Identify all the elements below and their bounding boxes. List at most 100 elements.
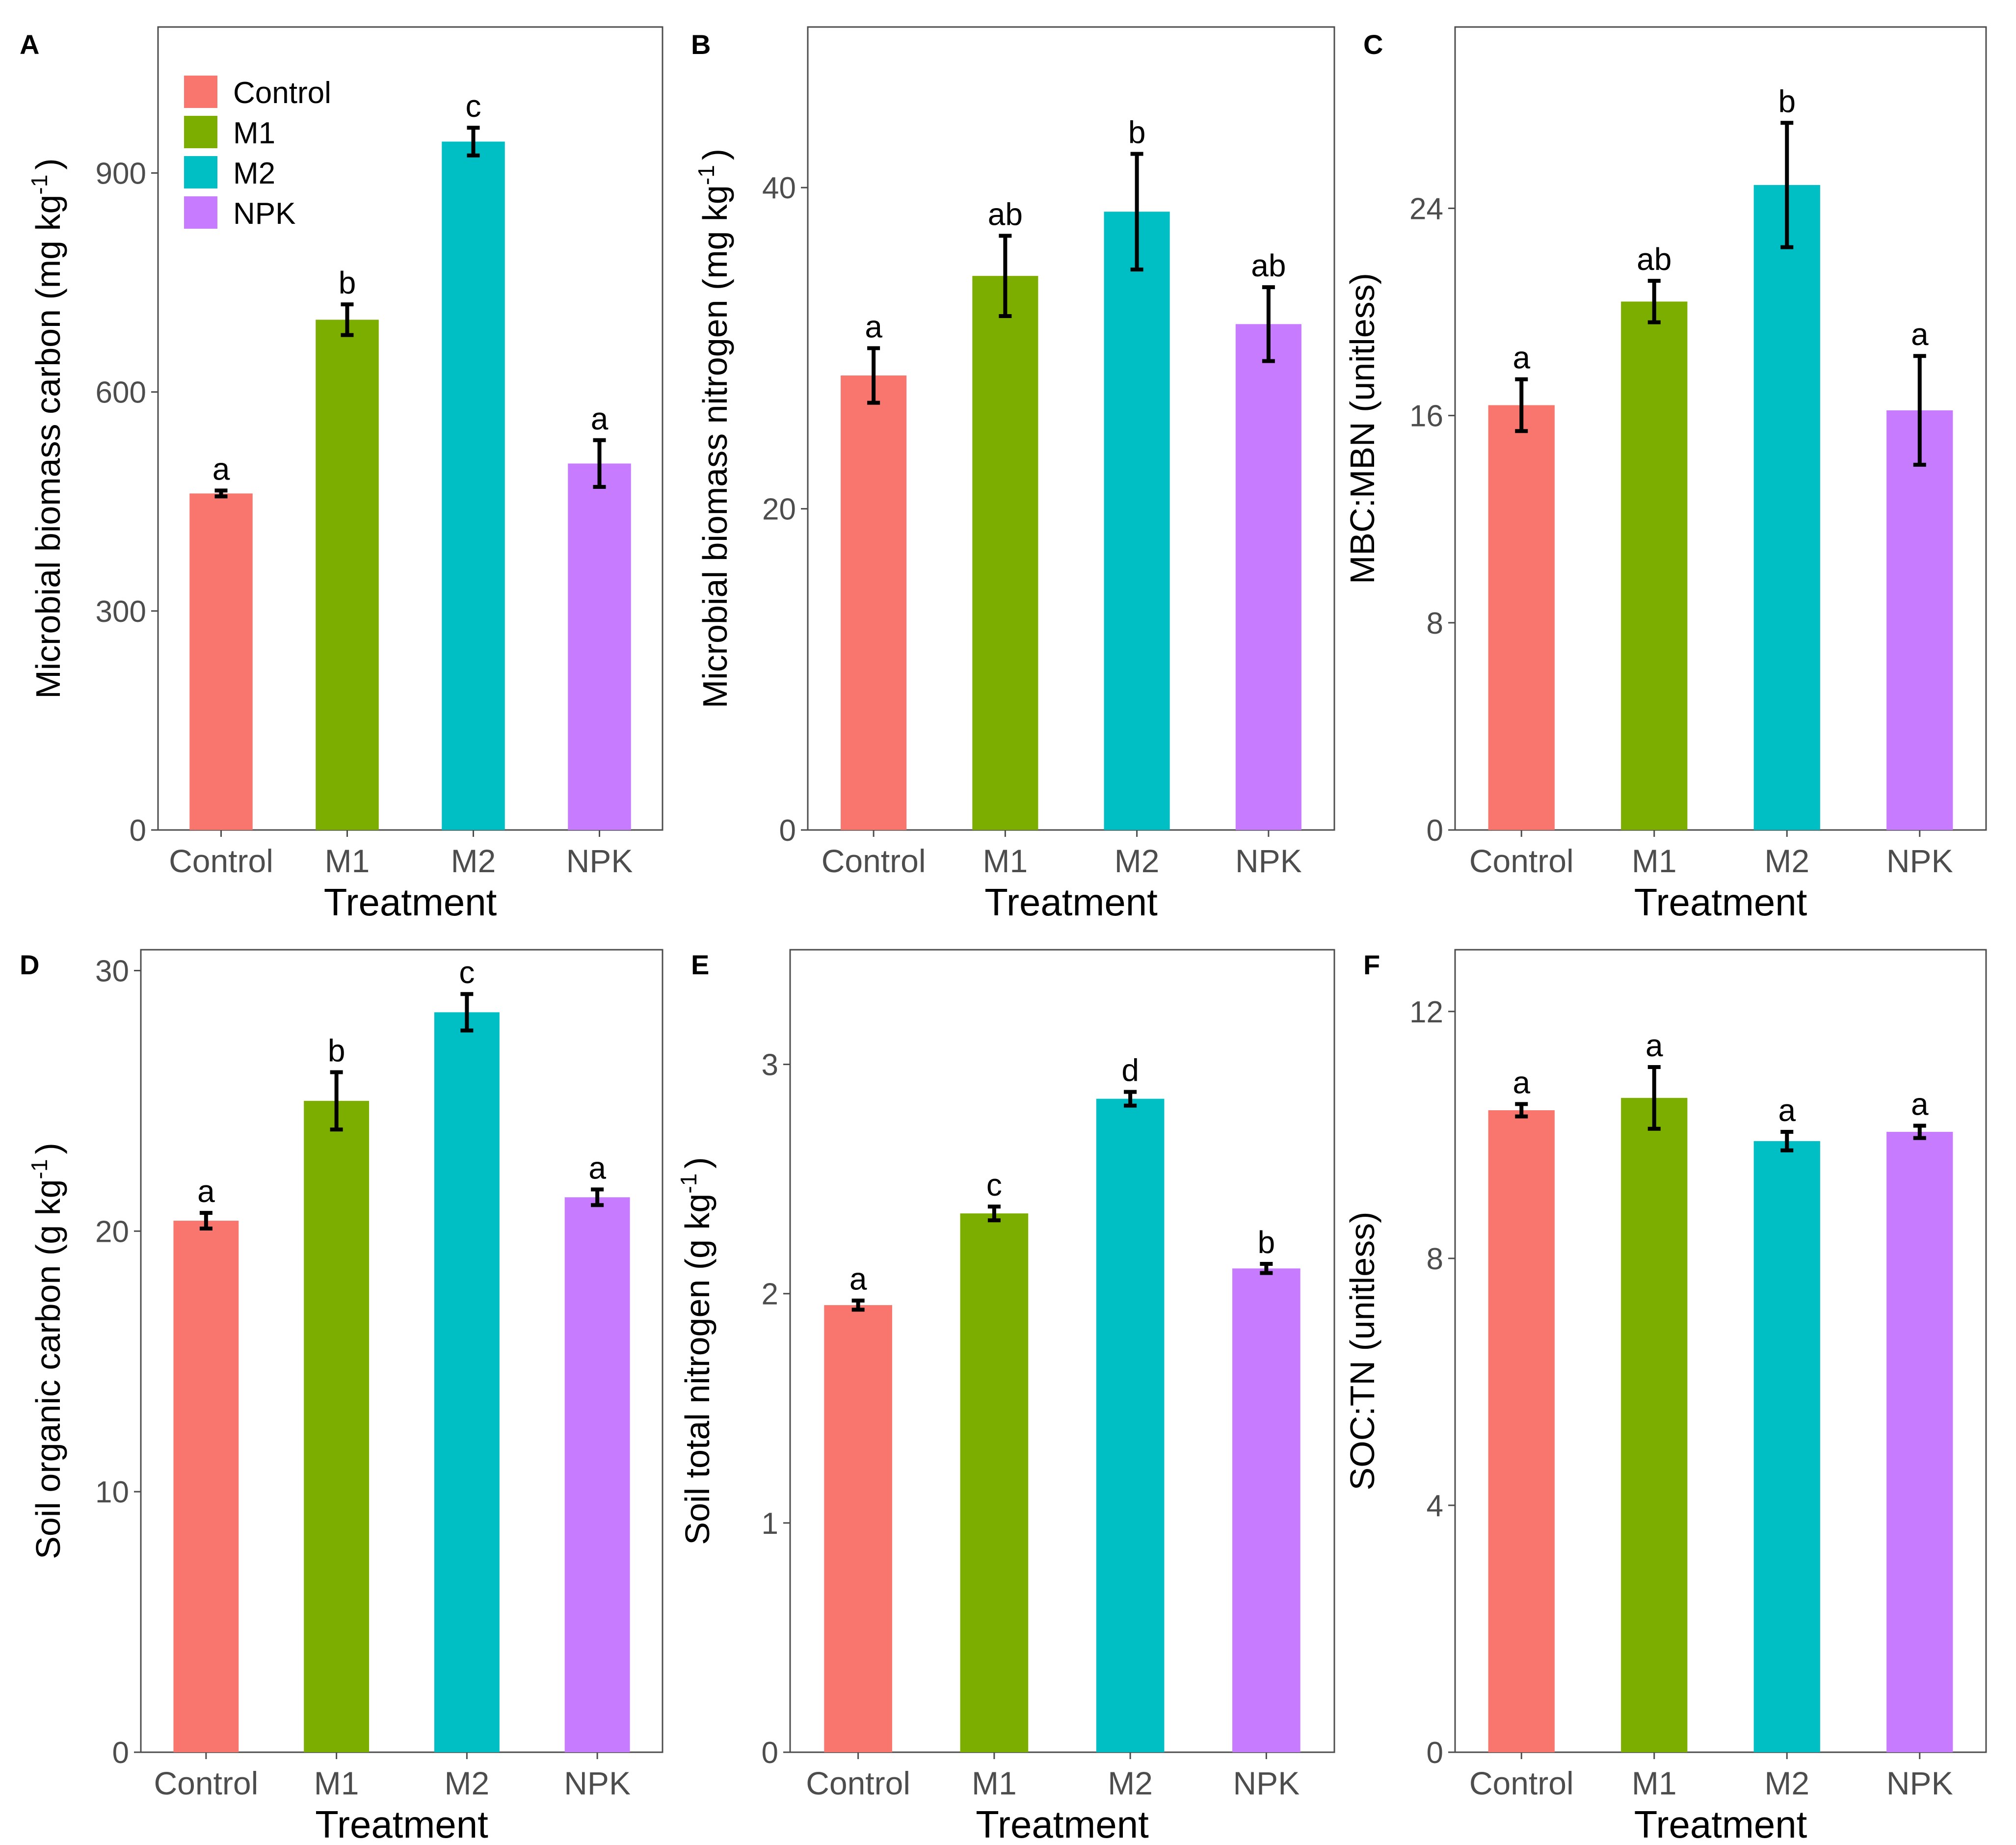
y-axis-label-main: Microbial biomass nitrogen (mg kg xyxy=(696,185,734,708)
x-axis-label: Treatment xyxy=(315,1803,488,1845)
bar-npk xyxy=(1232,1268,1300,1752)
y-tick-label: 10 xyxy=(95,1475,129,1509)
legend-label-m1: M1 xyxy=(233,116,275,150)
plot-frame xyxy=(1454,949,1987,1753)
y-tick-label: 300 xyxy=(96,595,146,629)
bar-npk xyxy=(568,463,631,830)
plot-frame xyxy=(789,949,1335,1753)
bar-npk xyxy=(564,1197,630,1752)
legend-label-m2: M2 xyxy=(233,157,275,190)
y-tick-label: 8 xyxy=(1427,607,1443,641)
bar-m2 xyxy=(1753,1141,1820,1752)
x-tick-label: Control xyxy=(1469,843,1574,879)
y-tick-label: 40 xyxy=(762,171,796,205)
bar-m2 xyxy=(1096,1098,1165,1752)
bar-m1 xyxy=(316,320,379,830)
legend-swatch-m2 xyxy=(184,156,217,188)
x-tick-label: Control xyxy=(154,1765,258,1801)
x-tick-label: Control xyxy=(169,843,273,879)
x-tick-label: NPK xyxy=(1235,843,1302,879)
significance-letter: b xyxy=(1258,1225,1275,1260)
panel-letter-c: C xyxy=(1363,29,1383,60)
significance-letter: a xyxy=(865,309,882,344)
bar-m2 xyxy=(1104,212,1170,830)
y-tick-label: 3 xyxy=(762,1048,778,1082)
x-tick-label: M2 xyxy=(1108,1765,1153,1801)
panel-d: 0 10 20 30 Control M1 M2 NPK a b c a D Soil organic… xyxy=(20,949,663,1845)
y-axis-label-main: SOC:TN (unitless) xyxy=(1343,1212,1381,1491)
significance-letter: c xyxy=(459,955,475,990)
panel-a: 0 300 600 900 Control M1 M2 NPK a b c a A Microbial… xyxy=(20,26,663,924)
y-axis-label-superscript: -1 xyxy=(27,1159,52,1179)
y-axis-label-main: MBC:MBN (unitless) xyxy=(1343,273,1381,584)
significance-letter: a xyxy=(591,401,609,436)
significance-letter: a xyxy=(1778,1093,1796,1128)
bar-npk xyxy=(1886,410,1953,830)
significance-letter: c xyxy=(986,1167,1002,1203)
y-axis-label: Soil total nitrogen (g kg-1) xyxy=(676,1157,716,1545)
y-axis-label-main: Soil organic carbon (g kg xyxy=(29,1179,67,1559)
y-axis-label-tail: ) xyxy=(696,149,734,160)
significance-letter: d xyxy=(1121,1053,1139,1088)
x-tick-label: M2 xyxy=(1764,843,1809,879)
bar-m1 xyxy=(1621,301,1688,830)
significance-letter: a xyxy=(197,1174,215,1209)
bar-control xyxy=(173,1221,239,1752)
bar-control xyxy=(1488,1110,1555,1752)
y-axis-label: Soil organic carbon (g kg-1) xyxy=(27,1143,67,1559)
plot-frame xyxy=(140,949,663,1753)
y-tick-label: 16 xyxy=(1409,400,1443,433)
bar-m2 xyxy=(1753,185,1820,830)
legend-swatch-m1 xyxy=(184,116,217,148)
significance-letter: ab xyxy=(1251,248,1286,283)
x-tick-label: Control xyxy=(822,843,926,879)
y-axis-label-tail: ) xyxy=(678,1157,716,1168)
x-tick-label: M1 xyxy=(983,843,1028,879)
x-tick-label: M1 xyxy=(1632,843,1677,879)
x-axis-label: Treatment xyxy=(976,1803,1149,1845)
y-axis-label-superscript: -1 xyxy=(693,165,719,185)
bar-m1 xyxy=(960,1213,1029,1752)
y-tick-label: 2 xyxy=(762,1278,778,1311)
panel-c: 0 8 16 24 Control M1 M2 NPK a ab b a C MBC:MBN (uni… xyxy=(1343,26,1987,924)
panel-e: 0 1 2 3 Control M1 M2 NPK a c d b E Soil total nitr… xyxy=(676,949,1335,1845)
bar-m2 xyxy=(442,141,505,830)
y-tick-label: 0 xyxy=(112,1736,129,1770)
x-tick-label: M2 xyxy=(445,1765,490,1801)
y-tick-label: 12 xyxy=(1409,995,1443,1029)
significance-letter: b xyxy=(339,265,356,300)
x-axis-label: Treatment xyxy=(1634,1803,1807,1845)
plot-frame xyxy=(1454,26,1987,831)
bar-npk xyxy=(1886,1132,1953,1752)
panel-letter-a: A xyxy=(20,29,39,60)
bar-m1 xyxy=(972,276,1038,830)
y-tick-label: 900 xyxy=(96,157,146,190)
y-axis-label-superscript: -1 xyxy=(27,175,52,195)
x-tick-label: NPK xyxy=(564,1765,631,1801)
significance-letter: a xyxy=(1911,317,1929,352)
bar-control xyxy=(841,375,907,830)
panel-letter-e: E xyxy=(691,949,709,980)
y-tick-label: 8 xyxy=(1427,1242,1443,1276)
x-tick-label: M1 xyxy=(314,1765,359,1801)
y-axis-label: Microbial biomass nitrogen (mg kg-1) xyxy=(693,149,734,708)
significance-letter: a xyxy=(212,451,230,486)
y-axis-label-tail: ) xyxy=(29,1143,67,1154)
plot-frame xyxy=(807,26,1335,831)
significance-letter: a xyxy=(849,1261,867,1297)
y-tick-label: 600 xyxy=(96,376,146,410)
legend-label-npk: NPK xyxy=(233,197,295,231)
legend-label-control: Control xyxy=(233,76,331,110)
panel-letter-f: F xyxy=(1363,949,1380,980)
bar-control xyxy=(189,493,253,830)
y-tick-label: 0 xyxy=(762,1736,778,1770)
legend-swatch-npk xyxy=(184,196,217,229)
x-tick-label: NPK xyxy=(1886,843,1953,879)
y-axis-label: Microbial biomass carbon (mg kg-1) xyxy=(27,158,67,698)
bar-control xyxy=(824,1305,892,1752)
x-tick-label: NPK xyxy=(1233,1765,1300,1801)
y-axis-label-main: Microbial biomass carbon (mg kg xyxy=(29,195,67,699)
x-tick-label: M2 xyxy=(1114,843,1160,879)
x-tick-label: M1 xyxy=(972,1765,1017,1801)
